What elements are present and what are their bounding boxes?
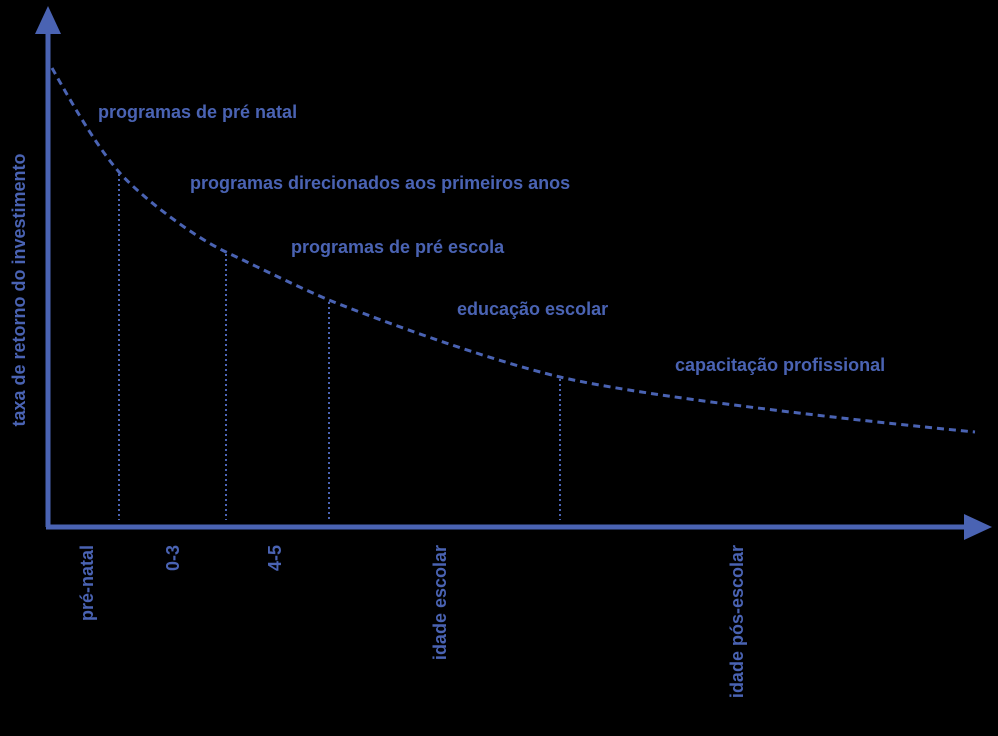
y-axis-arrow <box>35 6 61 34</box>
curve-label: programas de pré escola <box>291 237 505 257</box>
y-axis-label: taxa de retorno do investimento <box>9 153 29 426</box>
dividers <box>118 174 561 520</box>
curve-label: educação escolar <box>457 299 608 319</box>
x-axis-arrow <box>964 514 992 540</box>
x-label: idade escolar <box>430 545 450 660</box>
x-label: idade pós-escolar <box>727 545 747 698</box>
curve-label: programas de pré natal <box>98 102 297 122</box>
x-label: 4-5 <box>265 545 285 571</box>
return-curve <box>50 67 976 434</box>
curve-label: programas direcionados aos primeiros ano… <box>190 173 570 193</box>
curve-label: capacitação profissional <box>675 355 885 375</box>
x-label: 0-3 <box>163 545 183 571</box>
x-label: pré-natal <box>77 545 97 621</box>
